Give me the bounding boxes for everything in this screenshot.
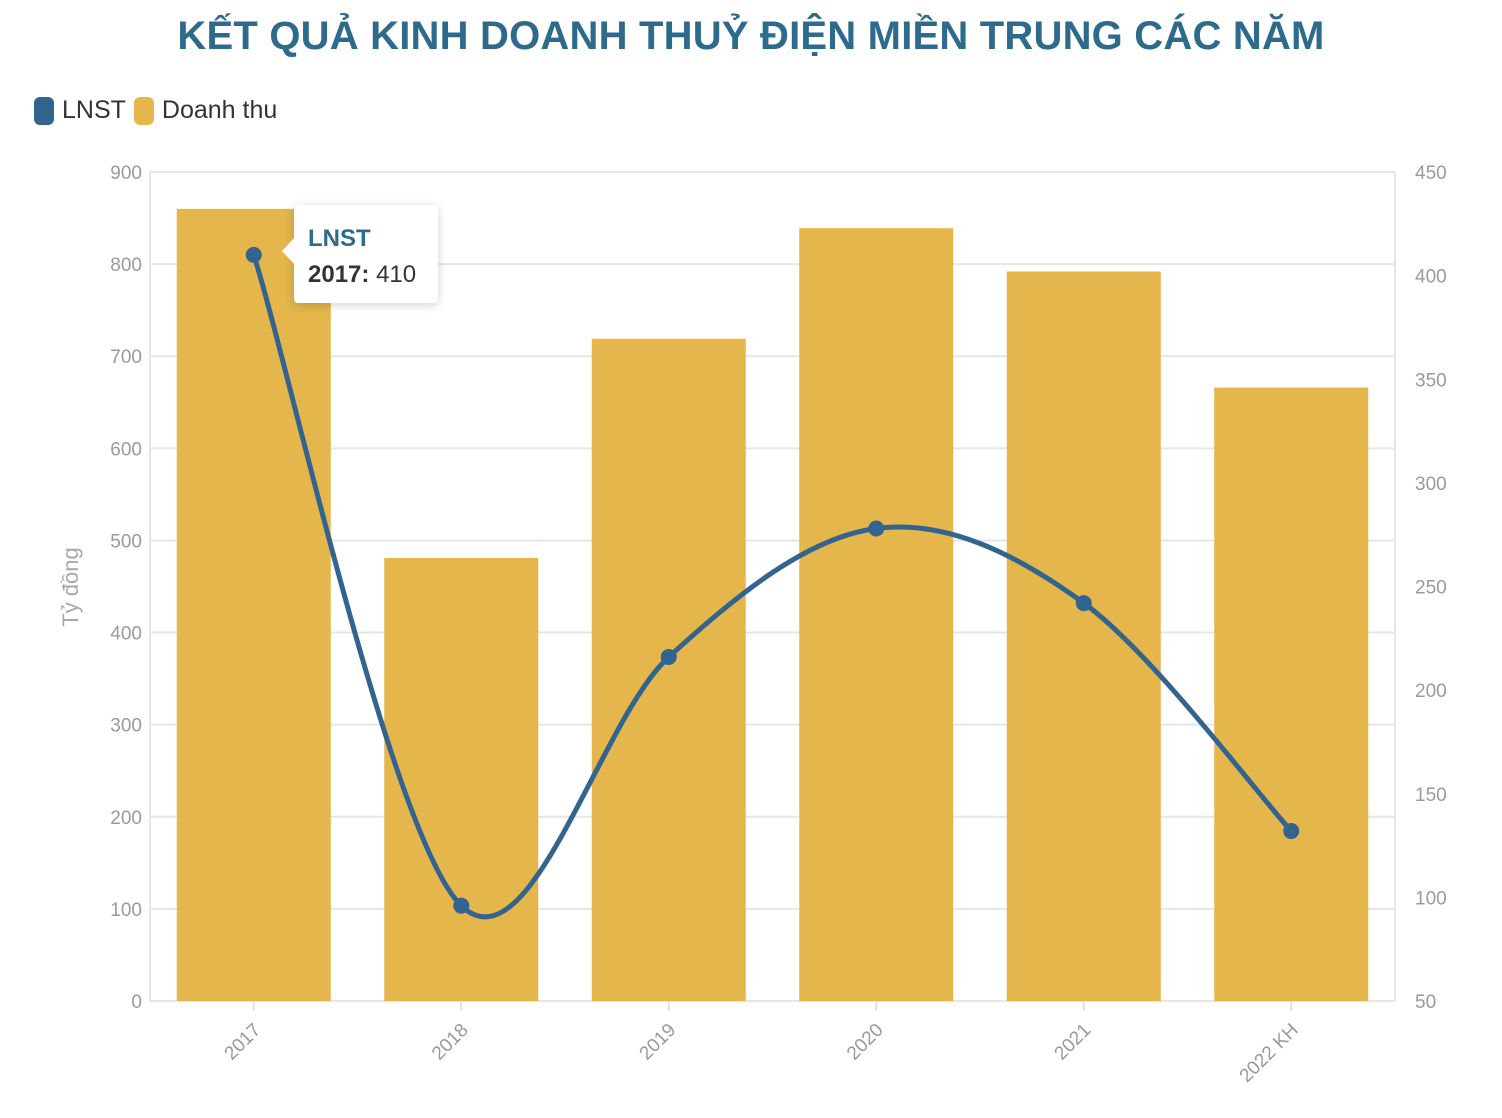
y2-tick-label: 200 [1415,681,1447,702]
y-tick-label: 800 [110,255,142,276]
point-lnst-1[interactable] [453,897,470,914]
x-tick-label: 2017 [221,1020,266,1065]
tooltip-year: 2017: [308,261,370,288]
legend: LNST Doanh thu [34,96,285,125]
legend-swatch-lnst [34,96,54,125]
y2-tick-label: 150 [1415,785,1447,806]
line-lnst [245,246,1300,920]
tooltip-value: 410 [376,261,417,288]
chart-title: KẾT QUẢ KINH DOANH THUỶ ĐIỆN MIỀN TRUNG … [177,14,1325,58]
y-axis-label: Tỷ đồng [58,547,83,627]
bar-doanh-thu-1[interactable] [384,557,539,1001]
tooltip: LNST 2017: 410 [282,205,438,303]
y-tick-label: 200 [110,808,142,829]
legend-swatch-doanh-thu [133,96,154,125]
bar-doanh-thu-2[interactable] [591,338,746,1002]
legend-label-doanh-thu: Doanh thu [161,96,278,124]
y-tick-label: 100 [110,900,142,921]
x-tick-label: 2021 [1051,1020,1096,1065]
point-lnst-3[interactable] [868,520,885,537]
bar-doanh-thu-5[interactable] [1214,387,1369,1001]
tooltip-line: 2017: 410 [308,261,416,289]
left-axis-ticks: 0 100 200 300 400 500 600 700 800 900 [110,163,142,1013]
y-tick-label: 500 [110,531,142,552]
y-tick-label: 600 [110,439,142,460]
bar-doanh-thu-4[interactable] [1006,271,1161,1002]
legend-label-lnst: LNST [62,96,126,124]
y2-tick-label: 400 [1415,267,1447,288]
x-axis-ticks: 2017 2018 2019 2020 2021 2022 KH [221,1001,1303,1087]
y-tick-label: 0 [131,992,142,1013]
lnst-line [251,252,1294,920]
point-lnst-4[interactable] [1075,595,1092,612]
y-tick-label: 700 [110,347,142,368]
bar-doanh-thu-3[interactable] [799,228,954,1002]
y2-tick-label: 350 [1415,370,1447,391]
y-tick-label: 300 [110,716,142,737]
gridlines [149,171,1396,1002]
y2-tick-label: 450 [1415,163,1447,184]
point-lnst-5[interactable] [1283,823,1300,840]
x-tick-label: 2020 [843,1020,888,1065]
legend-item-doanh-thu[interactable]: Doanh thu [133,96,278,125]
legend-item-lnst[interactable]: LNST [34,96,126,125]
y2-tick-label: 50 [1415,992,1436,1013]
y2-tick-label: 250 [1415,578,1447,599]
y-tick-label: 900 [110,163,142,184]
bars-doanh-thu [176,208,1369,1002]
y2-tick-label: 100 [1415,888,1447,909]
x-tick-label: 2018 [428,1020,473,1065]
point-lnst-2[interactable] [660,648,677,665]
bar-doanh-thu-0[interactable] [176,208,331,1001]
point-lnst-0[interactable] [245,246,262,263]
y2-tick-label: 300 [1415,474,1447,495]
tooltip-series: LNST [308,225,371,252]
x-tick-label: 2022 KH [1236,1020,1303,1087]
right-axis-ticks: 50 100 150 200 250 300 350 400 450 [1415,163,1447,1013]
x-tick-label: 2019 [636,1020,681,1065]
y-tick-label: 400 [110,624,142,645]
